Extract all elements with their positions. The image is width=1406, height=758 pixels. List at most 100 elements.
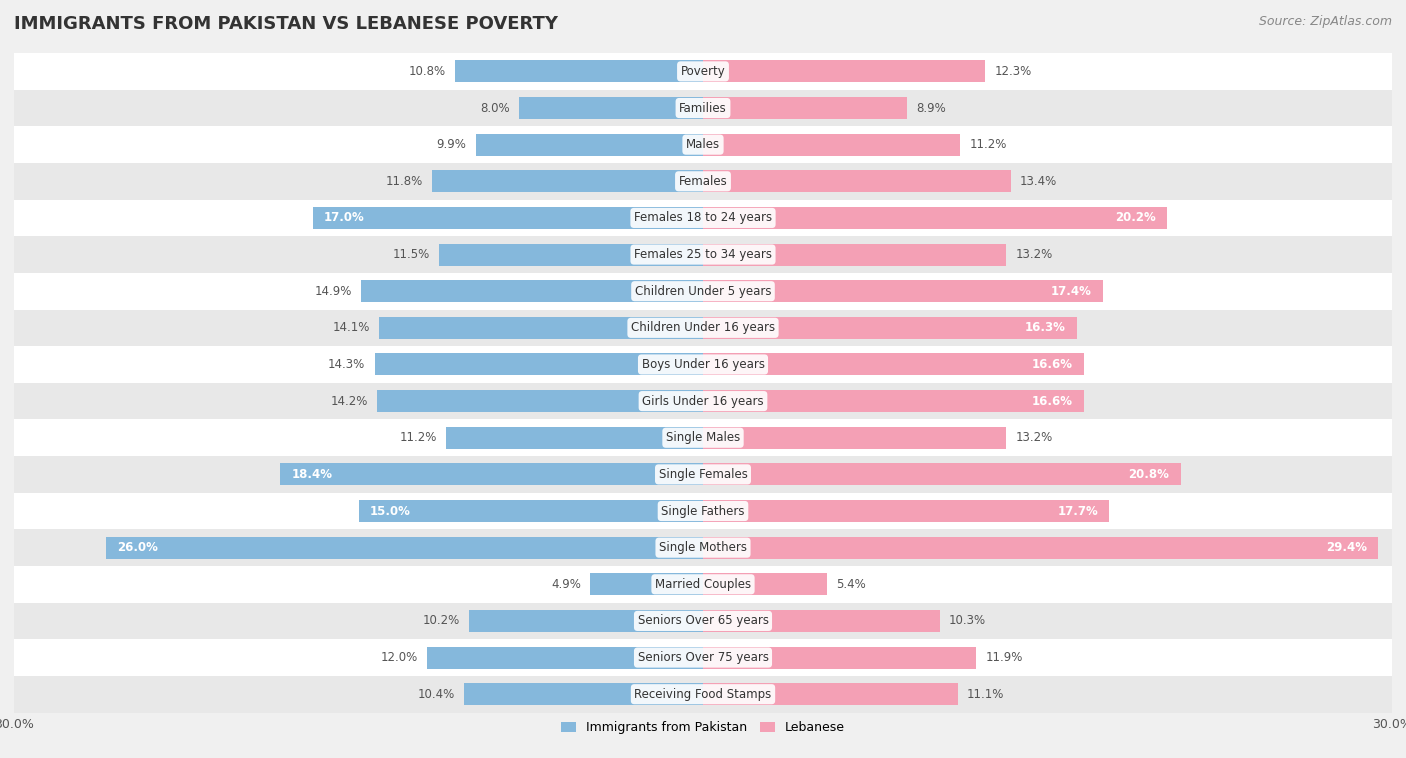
Text: 4.9%: 4.9% bbox=[551, 578, 581, 590]
Text: 17.7%: 17.7% bbox=[1057, 505, 1098, 518]
Bar bbox=[14, 383, 1392, 419]
Bar bbox=[703, 610, 939, 632]
Text: 10.4%: 10.4% bbox=[418, 688, 456, 700]
Text: Single Mothers: Single Mothers bbox=[659, 541, 747, 554]
Text: Single Males: Single Males bbox=[666, 431, 740, 444]
Text: 14.2%: 14.2% bbox=[330, 395, 368, 408]
Bar bbox=[703, 207, 1167, 229]
Bar bbox=[14, 346, 1392, 383]
Text: Source: ZipAtlas.com: Source: ZipAtlas.com bbox=[1258, 15, 1392, 28]
Bar bbox=[591, 573, 703, 595]
Bar bbox=[464, 683, 703, 705]
Bar bbox=[446, 427, 703, 449]
Text: 16.3%: 16.3% bbox=[1025, 321, 1066, 334]
Text: 10.8%: 10.8% bbox=[409, 65, 446, 78]
Bar bbox=[14, 89, 1392, 127]
Text: 17.4%: 17.4% bbox=[1050, 285, 1091, 298]
Text: 29.4%: 29.4% bbox=[1326, 541, 1367, 554]
Text: Single Females: Single Females bbox=[658, 468, 748, 481]
Text: 10.3%: 10.3% bbox=[949, 615, 986, 628]
Bar bbox=[14, 676, 1392, 713]
Text: Females: Females bbox=[679, 175, 727, 188]
Bar bbox=[14, 493, 1392, 529]
Bar bbox=[105, 537, 703, 559]
Bar bbox=[377, 390, 703, 412]
Text: 16.6%: 16.6% bbox=[1032, 395, 1073, 408]
Bar bbox=[519, 97, 703, 119]
Bar bbox=[703, 317, 1077, 339]
Text: 11.8%: 11.8% bbox=[385, 175, 423, 188]
Text: 18.4%: 18.4% bbox=[292, 468, 333, 481]
Text: Girls Under 16 years: Girls Under 16 years bbox=[643, 395, 763, 408]
Bar bbox=[703, 647, 976, 669]
Text: 11.1%: 11.1% bbox=[967, 688, 1004, 700]
Bar bbox=[14, 456, 1392, 493]
Bar bbox=[14, 566, 1392, 603]
Text: 14.9%: 14.9% bbox=[315, 285, 352, 298]
Text: 26.0%: 26.0% bbox=[117, 541, 159, 554]
Bar bbox=[703, 463, 1181, 485]
Text: 8.0%: 8.0% bbox=[481, 102, 510, 114]
Text: Seniors Over 75 years: Seniors Over 75 years bbox=[637, 651, 769, 664]
Text: 16.6%: 16.6% bbox=[1032, 358, 1073, 371]
Text: Families: Families bbox=[679, 102, 727, 114]
Text: Seniors Over 65 years: Seniors Over 65 years bbox=[637, 615, 769, 628]
Text: 14.3%: 14.3% bbox=[328, 358, 366, 371]
Text: Boys Under 16 years: Boys Under 16 years bbox=[641, 358, 765, 371]
Bar bbox=[14, 309, 1392, 346]
Bar bbox=[14, 603, 1392, 639]
Bar bbox=[14, 273, 1392, 309]
Text: 5.4%: 5.4% bbox=[837, 578, 866, 590]
Bar bbox=[456, 61, 703, 83]
Bar bbox=[468, 610, 703, 632]
Text: 17.0%: 17.0% bbox=[323, 211, 364, 224]
Text: Children Under 5 years: Children Under 5 years bbox=[634, 285, 772, 298]
Bar bbox=[703, 243, 1007, 265]
Bar bbox=[703, 280, 1102, 302]
Text: 13.2%: 13.2% bbox=[1015, 248, 1053, 261]
Bar bbox=[703, 573, 827, 595]
Bar bbox=[703, 61, 986, 83]
Bar bbox=[361, 280, 703, 302]
Bar bbox=[14, 419, 1392, 456]
Text: Females 25 to 34 years: Females 25 to 34 years bbox=[634, 248, 772, 261]
Bar bbox=[703, 683, 957, 705]
Text: Males: Males bbox=[686, 138, 720, 151]
Text: 11.2%: 11.2% bbox=[969, 138, 1007, 151]
Text: 11.2%: 11.2% bbox=[399, 431, 437, 444]
Text: Receiving Food Stamps: Receiving Food Stamps bbox=[634, 688, 772, 700]
Text: 11.5%: 11.5% bbox=[392, 248, 430, 261]
Bar bbox=[703, 537, 1378, 559]
Text: Females 18 to 24 years: Females 18 to 24 years bbox=[634, 211, 772, 224]
Bar bbox=[312, 207, 703, 229]
Text: 15.0%: 15.0% bbox=[370, 505, 411, 518]
Bar bbox=[14, 163, 1392, 199]
Text: 12.3%: 12.3% bbox=[994, 65, 1032, 78]
Text: 13.2%: 13.2% bbox=[1015, 431, 1053, 444]
Bar bbox=[14, 199, 1392, 236]
Bar bbox=[380, 317, 703, 339]
Text: 8.9%: 8.9% bbox=[917, 102, 946, 114]
Text: 20.8%: 20.8% bbox=[1128, 468, 1170, 481]
Bar bbox=[703, 427, 1007, 449]
Bar bbox=[14, 127, 1392, 163]
Bar bbox=[14, 236, 1392, 273]
Text: Single Fathers: Single Fathers bbox=[661, 505, 745, 518]
Bar bbox=[475, 133, 703, 155]
Bar bbox=[703, 133, 960, 155]
Bar bbox=[14, 639, 1392, 676]
Legend: Immigrants from Pakistan, Lebanese: Immigrants from Pakistan, Lebanese bbox=[557, 716, 849, 739]
Text: 9.9%: 9.9% bbox=[437, 138, 467, 151]
Text: Married Couples: Married Couples bbox=[655, 578, 751, 590]
Bar bbox=[432, 171, 703, 193]
Bar bbox=[703, 171, 1011, 193]
Bar bbox=[439, 243, 703, 265]
Text: 12.0%: 12.0% bbox=[381, 651, 418, 664]
Bar bbox=[280, 463, 703, 485]
Bar bbox=[703, 353, 1084, 375]
Text: 20.2%: 20.2% bbox=[1115, 211, 1156, 224]
Bar bbox=[14, 529, 1392, 566]
Bar bbox=[374, 353, 703, 375]
Bar bbox=[703, 97, 907, 119]
Text: 13.4%: 13.4% bbox=[1019, 175, 1057, 188]
